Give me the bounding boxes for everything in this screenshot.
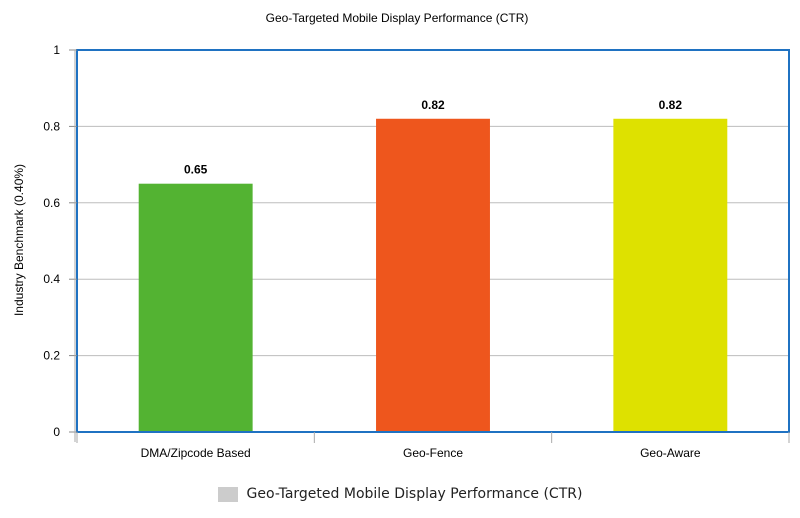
- bars: [138, 118, 728, 432]
- y-tick-label: 0: [53, 425, 60, 439]
- legend: Geo-Targeted Mobile Display Performance …: [0, 483, 800, 505]
- y-tick-label: 1: [53, 43, 60, 57]
- plot-frame: [76, 49, 790, 433]
- bar-2: [376, 118, 490, 432]
- y-tick-label: 0.8: [43, 119, 60, 133]
- legend-label: Geo-Targeted Mobile Display Performance …: [246, 486, 583, 502]
- y-tick-label: 0.4: [43, 272, 60, 286]
- y-tick-label: 0.2: [43, 349, 60, 363]
- y-axis: 0 0.2 0.4 0.6 0.8 1: [43, 43, 77, 442]
- x-tick-label: Geo-Fence: [403, 446, 463, 460]
- legend-swatch: [217, 486, 238, 502]
- x-axis: DMA/Zipcode Based Geo-Fence Geo-Aware: [76, 432, 790, 460]
- data-labels: 0.65 0.82 0.82: [184, 98, 682, 177]
- bar-1: [138, 183, 253, 432]
- x-tick-label: Geo-Aware: [640, 446, 701, 460]
- data-label-1: 0.65: [184, 163, 208, 177]
- y-axis-title: Industry Benchmark (0.40%): [12, 164, 26, 316]
- data-label-3: 0.82: [659, 98, 683, 112]
- x-tick-label: DMA/Zipcode Based: [141, 446, 251, 460]
- bar-3: [613, 118, 728, 432]
- y-tick-label: 0.6: [43, 196, 60, 210]
- data-label-2: 0.82: [421, 98, 445, 112]
- chart-title: Geo-Targeted Mobile Display Performance …: [266, 11, 529, 25]
